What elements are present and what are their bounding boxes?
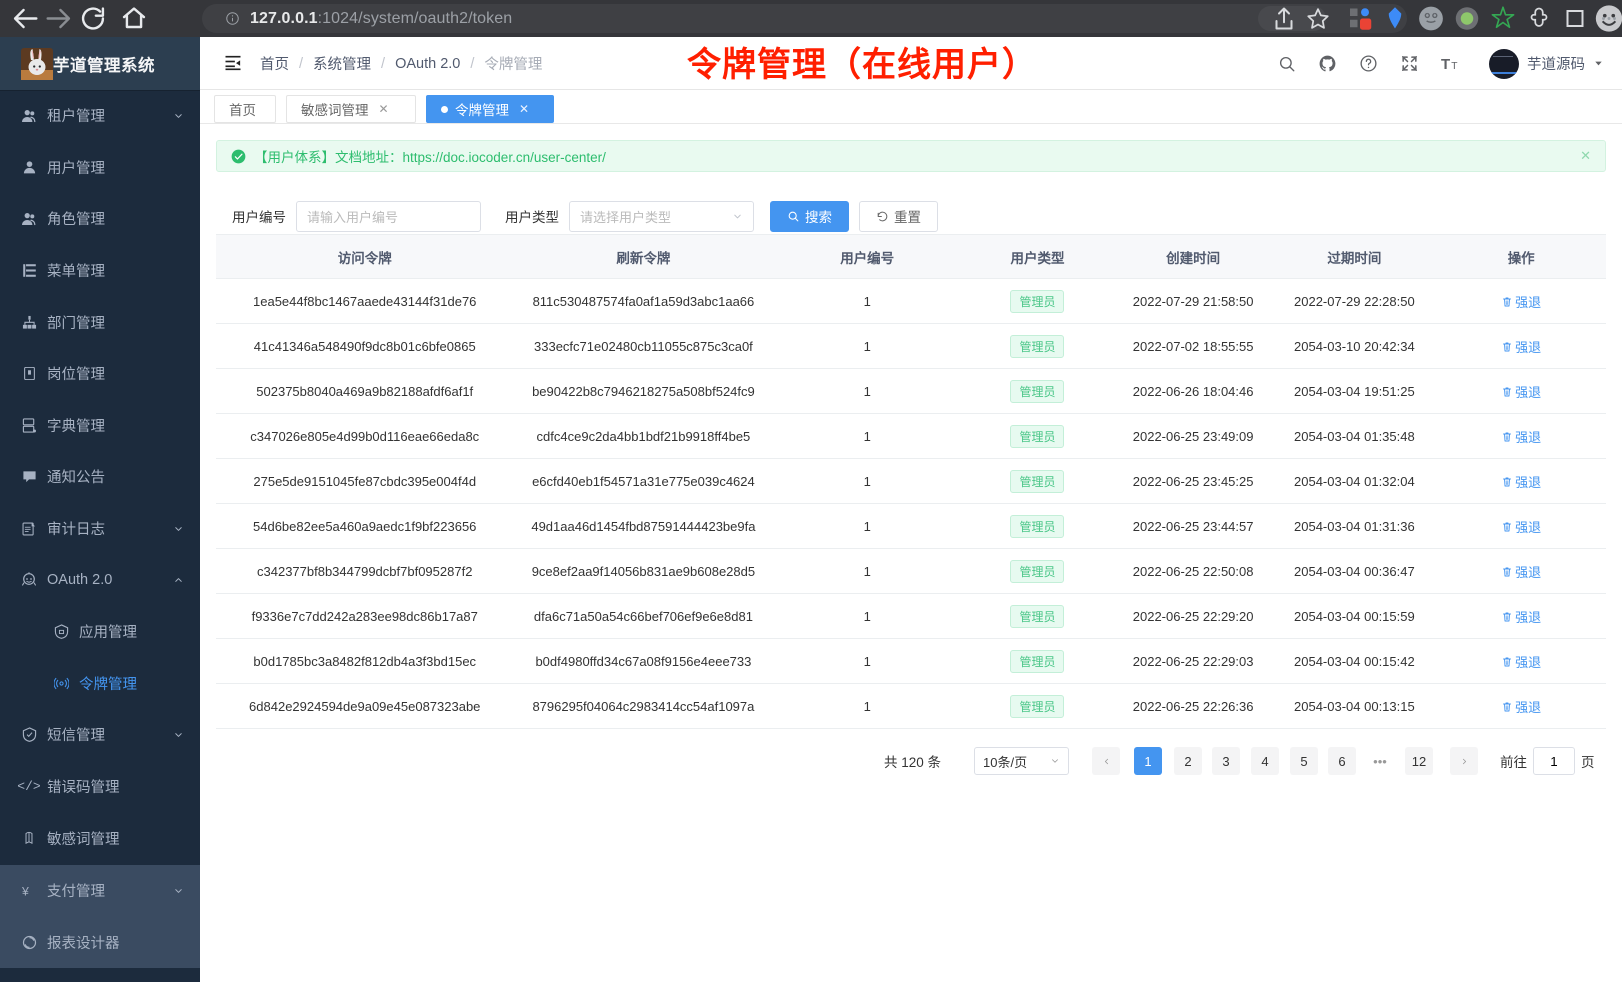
- svg-text:¥: ¥: [22, 884, 29, 898]
